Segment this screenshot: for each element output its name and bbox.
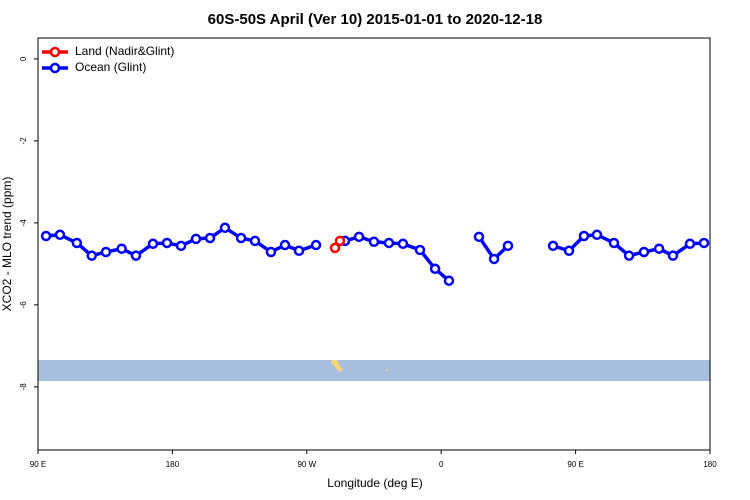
data-point [293, 245, 305, 257]
data-point [265, 246, 277, 258]
x-tick-label: 90 E [567, 460, 583, 469]
data-point [653, 243, 665, 254]
data-point [71, 237, 83, 249]
data-point [502, 240, 514, 252]
data-point [190, 233, 202, 245]
data-point [175, 240, 187, 252]
data-point [698, 237, 710, 249]
data-point [397, 238, 409, 250]
data-point [383, 237, 395, 249]
y-tick-label: -4 [19, 219, 28, 227]
data-point [235, 232, 247, 244]
data-point [310, 239, 322, 251]
data-point [608, 237, 620, 249]
data-point [147, 238, 159, 250]
data-point [100, 246, 112, 258]
x-tick-label: 90 E [30, 460, 46, 469]
data-point [563, 245, 575, 257]
x-tick-label: 180 [703, 460, 717, 469]
legend-marker [49, 46, 61, 58]
data-point [116, 243, 127, 254]
data-point [329, 242, 341, 254]
plot-frame [37, 37, 711, 451]
data-point [249, 235, 261, 247]
data-point [684, 238, 696, 250]
y-tick-label: -8 [19, 383, 28, 391]
x-tick-label: 180 [166, 460, 180, 469]
x-tick-label: 0 [439, 460, 444, 469]
data-point [130, 250, 142, 261]
data-point [414, 244, 426, 256]
y-axis-label: XCO2 - MLO trend (ppm) [0, 177, 14, 312]
land-patch [386, 369, 388, 371]
data-point [429, 263, 441, 275]
y-tick-label: -6 [19, 301, 28, 309]
data-point [547, 240, 559, 252]
data-point [368, 236, 380, 247]
data-point [488, 253, 500, 265]
data-point [204, 232, 216, 244]
data-point [54, 229, 66, 241]
data-point [667, 250, 679, 261]
data-point [473, 231, 485, 243]
data-point [591, 229, 603, 241]
y-tick-label: 0 [19, 56, 28, 61]
data-point [40, 230, 52, 242]
legend-label: Land (Nadir&Glint) [75, 44, 174, 58]
data-point [623, 250, 635, 261]
chart-title: 60S-50S April (Ver 10) 2015-01-01 to 202… [208, 11, 543, 28]
x-axis-label: Longitude (deg E) [327, 476, 422, 490]
legend-label: Ocean (Glint) [75, 60, 146, 74]
data-point [86, 250, 98, 261]
data-point [334, 235, 346, 247]
legend-marker [49, 62, 61, 74]
land-patch [331, 360, 343, 372]
data-point [638, 246, 650, 258]
data-point [443, 275, 455, 286]
x-tick-label: 90 W [297, 460, 316, 469]
data-point [578, 230, 590, 242]
data-point [353, 231, 365, 243]
y-tick-label: -2 [19, 137, 28, 145]
data-point [279, 239, 291, 251]
data-point [161, 237, 173, 249]
data-point [219, 222, 231, 234]
map-strip [38, 360, 710, 381]
